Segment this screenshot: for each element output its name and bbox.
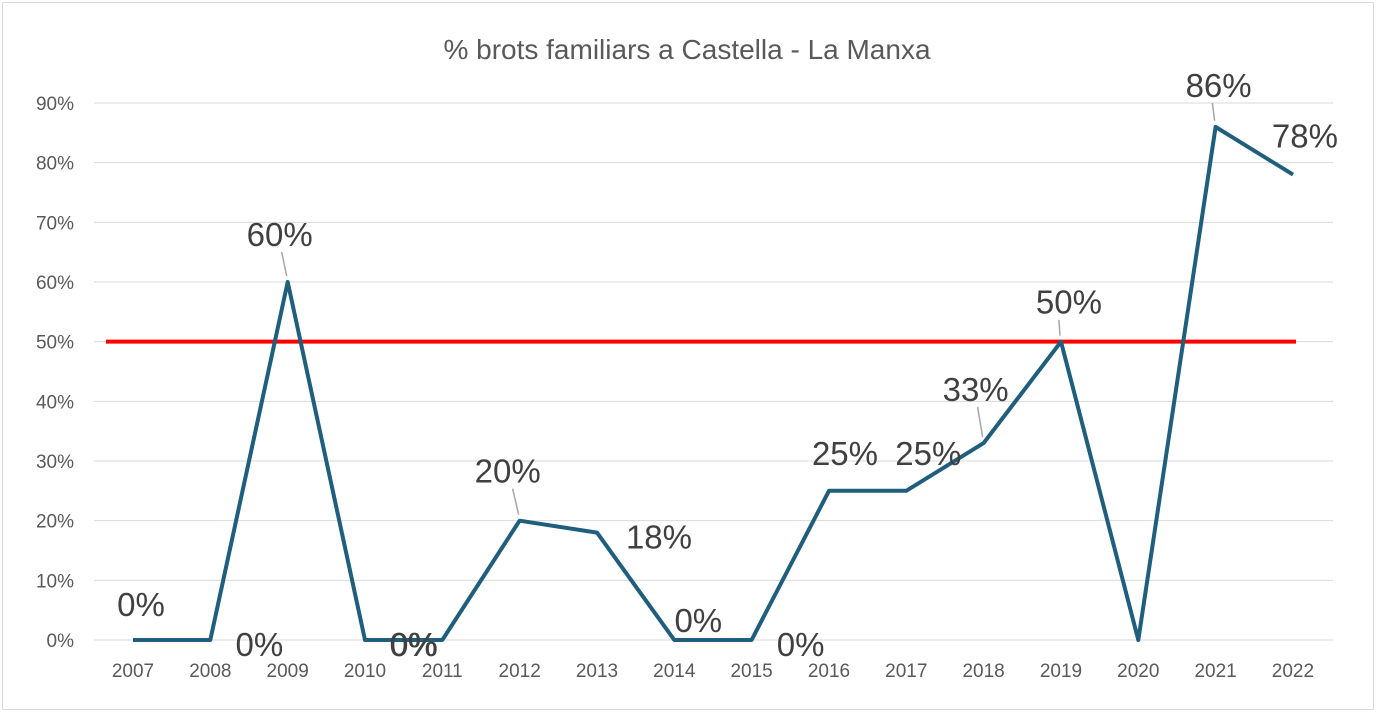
- data-label: 25%: [895, 435, 961, 472]
- x-tick-label: 2014: [653, 661, 696, 682]
- x-tick-label: 2010: [344, 661, 386, 682]
- data-label: 86%: [1186, 67, 1252, 104]
- data-label: 0%: [674, 602, 722, 639]
- data-label: 0%: [389, 626, 437, 663]
- x-tick-label: 2015: [730, 661, 772, 682]
- data-label: 60%: [247, 216, 313, 253]
- y-tick-label: 20%: [36, 512, 74, 533]
- chart-title: % brots familiars a Castella - La Manxa: [443, 34, 931, 65]
- x-tick-label: 2021: [1194, 661, 1236, 682]
- gridlines: [94, 102, 1333, 641]
- x-axis-tick-labels: 2007 2008 2009 2010 2011 2012 2013 2014 2015 2016…: [112, 661, 1314, 682]
- y-tick-label: 30%: [36, 452, 74, 473]
- data-label: 33%: [943, 371, 1009, 408]
- data-labels: 0%0%60%0%0%20%18%0%0%25% 25%33%50%86%78%: [117, 67, 1338, 663]
- x-tick-label: 2020: [1117, 661, 1159, 682]
- series-line: [133, 124, 1295, 642]
- data-label: 20%: [475, 453, 541, 490]
- x-tick-label: 2007: [112, 661, 154, 682]
- data-label: 78%: [1272, 118, 1338, 155]
- data-label: 0%: [777, 626, 825, 663]
- x-tick-label: 2008: [189, 661, 231, 682]
- data-label-leader: [976, 406, 984, 438]
- y-tick-label: 50%: [36, 333, 74, 354]
- x-tick-label: 2009: [267, 661, 309, 682]
- x-tick-label: 2017: [885, 661, 927, 682]
- x-tick-label: 2019: [1040, 661, 1082, 682]
- y-tick-label: 60%: [36, 273, 74, 294]
- y-tick-label: 40%: [36, 392, 74, 413]
- x-tick-label: 2011: [422, 661, 463, 682]
- data-label-leader: [1058, 319, 1061, 336]
- y-tick-label: 70%: [36, 213, 74, 234]
- x-tick-label: 2012: [499, 661, 541, 682]
- data-label-leader: [1211, 102, 1216, 121]
- x-tick-label: 2018: [962, 661, 1004, 682]
- data-label: 0%: [235, 626, 283, 663]
- data-label: 50%: [1036, 284, 1102, 321]
- y-tick-label: 0%: [47, 631, 75, 652]
- data-label: 25%: [812, 435, 878, 472]
- data-label: 18%: [626, 519, 692, 556]
- x-tick-label: 2013: [576, 661, 618, 682]
- y-tick-label: 80%: [36, 154, 74, 175]
- y-tick-label: 90%: [36, 94, 74, 115]
- series-group: [133, 124, 1295, 642]
- data-label: 0%: [390, 626, 438, 663]
- y-axis-tick-labels: 0% 10% 20% 30% 40% 50% 60% 70% 80% 90%: [36, 94, 74, 652]
- x-tick-label: 2016: [808, 661, 850, 682]
- data-label-leader: [511, 488, 520, 515]
- y-tick-label: 10%: [36, 571, 74, 592]
- data-label-leader: [280, 251, 288, 277]
- x-tick-label: 2022: [1272, 661, 1314, 682]
- data-label: 0%: [117, 586, 165, 623]
